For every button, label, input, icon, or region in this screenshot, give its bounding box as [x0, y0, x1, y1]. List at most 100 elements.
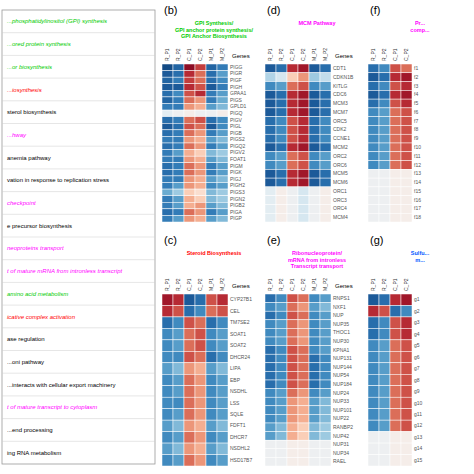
title-line: Sulfu... — [411, 250, 430, 256]
x-tick-label: M_P1 — [311, 278, 317, 291]
cell — [265, 440, 276, 449]
y-tick: NUP24 — [333, 390, 349, 396]
x-tick-label: R_P1 — [370, 48, 376, 61]
cell — [184, 409, 195, 420]
y-tick-label: CDK2 — [333, 126, 347, 132]
y-tick-label: PIGA — [230, 209, 243, 215]
x-tick: C_P1 — [289, 48, 295, 61]
cell — [298, 423, 309, 432]
cell — [217, 97, 228, 104]
cell — [206, 163, 217, 170]
cell — [276, 143, 287, 152]
cell — [162, 90, 173, 97]
y-tick-label: CYP27B1 — [230, 296, 252, 302]
cell — [309, 82, 320, 91]
cell — [195, 130, 206, 137]
y-tick-label: TM7SE2 — [230, 319, 250, 325]
cell — [368, 432, 379, 443]
cell — [309, 346, 320, 355]
cell — [276, 187, 287, 196]
x-tick: R_P2 — [278, 48, 284, 61]
panel-title: Steroid Biosynthesis — [187, 250, 242, 256]
cell — [217, 130, 228, 137]
y-tick-label: PIGV — [230, 117, 243, 123]
y-tick-label: RAEL — [333, 458, 346, 464]
cell — [276, 294, 287, 303]
x-tick-label: C_P1 — [392, 48, 398, 61]
cell — [217, 420, 228, 431]
y-tick-label: NUP184 — [333, 381, 352, 387]
cell — [379, 204, 390, 213]
cell — [379, 187, 390, 196]
cell — [390, 363, 401, 374]
heatmap-panel: (c)Steroid BiosynthesisR_P1R_P2C_P1C_P2M… — [162, 234, 252, 466]
cell — [265, 161, 276, 170]
cell — [287, 363, 298, 372]
cell — [195, 84, 206, 91]
y-tick-label: FDFT1 — [230, 422, 246, 428]
y-tick: CDC6 — [333, 91, 347, 97]
cell — [401, 294, 412, 305]
y-tick: PIGQ2 — [230, 143, 246, 149]
x-axis: R_P1R_P2C_P1C_P2 — [370, 278, 409, 291]
cell — [276, 99, 287, 108]
cell — [276, 371, 287, 380]
x-tick: C_P2 — [197, 278, 203, 291]
x-tick: C_P1 — [186, 278, 192, 291]
cell — [184, 71, 195, 78]
cell — [287, 380, 298, 389]
cell — [379, 64, 390, 73]
list-item: ing RNA metabolism — [7, 450, 61, 456]
x-tick-label: R_P2 — [278, 48, 284, 61]
cell — [173, 209, 184, 216]
cell — [265, 196, 276, 205]
cell — [265, 414, 276, 423]
cell — [401, 386, 412, 397]
cell — [320, 363, 331, 372]
y-tick-label: g10 — [414, 400, 423, 406]
cell — [217, 136, 228, 143]
cell — [401, 432, 412, 443]
x-tick-label: C_P2 — [197, 278, 203, 291]
cell — [184, 209, 195, 216]
x-tick: R_P1 — [370, 48, 376, 61]
y-tick: NUP42 — [333, 433, 349, 439]
y-tick: f10 — [414, 144, 421, 150]
cell — [368, 374, 379, 385]
cell — [195, 351, 206, 362]
cell — [390, 443, 401, 454]
cell — [206, 443, 217, 454]
cell — [390, 90, 401, 99]
title-line: GPI Synthesis/ — [195, 20, 234, 26]
cell — [206, 136, 217, 143]
cell — [309, 125, 320, 134]
cell — [390, 196, 401, 205]
cell — [287, 108, 298, 117]
cell — [298, 204, 309, 213]
y-tick-label: NXF1 — [333, 304, 346, 310]
x-tick: M_P2 — [219, 48, 225, 61]
cell — [287, 187, 298, 196]
cell — [184, 196, 195, 203]
cell — [265, 125, 276, 134]
y-tick-label: f11 — [414, 153, 421, 159]
cell — [390, 340, 401, 351]
cell — [184, 163, 195, 170]
cell — [320, 90, 331, 99]
cell — [287, 152, 298, 161]
cell — [162, 328, 173, 339]
cell — [217, 123, 228, 130]
cell — [379, 73, 390, 82]
cell — [217, 374, 228, 385]
x-tick-label: M_P2 — [219, 48, 225, 61]
y-tick-label: NUP31 — [333, 441, 349, 447]
cell — [401, 152, 412, 161]
cell — [298, 406, 309, 415]
cell — [265, 152, 276, 161]
cell — [173, 409, 184, 420]
list-item: checkpoint — [7, 200, 36, 206]
separator — [2, 305, 155, 306]
cell — [320, 108, 331, 117]
x-tick: M_P1 — [311, 48, 317, 61]
cell — [195, 71, 206, 78]
